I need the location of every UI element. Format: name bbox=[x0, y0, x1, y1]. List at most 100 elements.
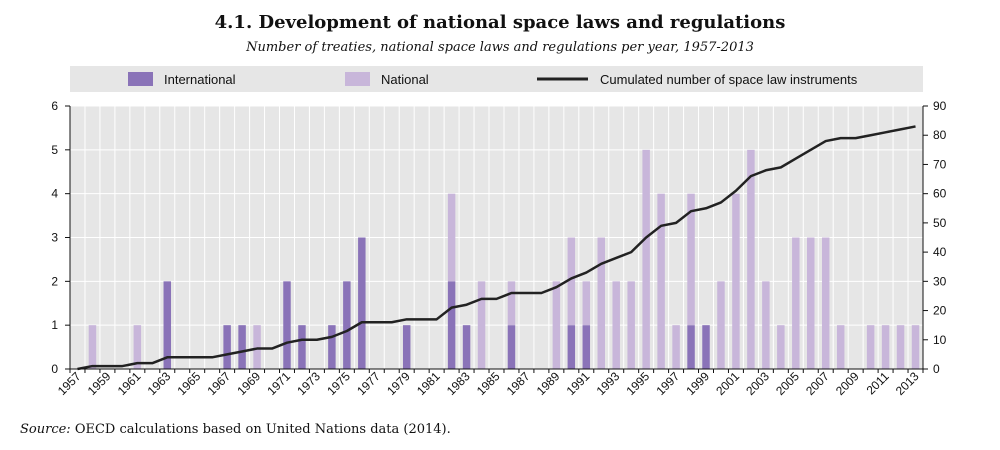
bar-national-1993 bbox=[612, 281, 620, 369]
y-left-tick-label: 3 bbox=[51, 231, 58, 245]
bar-national-2003 bbox=[762, 281, 770, 369]
y-right-tick-label: 10 bbox=[933, 333, 947, 347]
x-tick-label: 1995 bbox=[623, 369, 652, 398]
bar-national-2004 bbox=[777, 325, 785, 369]
x-tick-label: 1997 bbox=[653, 369, 682, 398]
y-right-tick-label: 80 bbox=[933, 128, 947, 142]
bar-national-1997 bbox=[672, 325, 680, 369]
bar-international-1972 bbox=[298, 325, 306, 369]
gridlines bbox=[69, 105, 924, 369]
legend-label-cumulative: Cumulated number of space law instrument… bbox=[600, 72, 858, 87]
bar-national-1969 bbox=[253, 325, 261, 369]
y-left-tick-label: 4 bbox=[51, 187, 58, 201]
x-tick-label: 2003 bbox=[743, 369, 772, 398]
x-tick-label: 1969 bbox=[234, 369, 263, 398]
bar-international-1975 bbox=[343, 281, 351, 369]
x-tick-label: 1961 bbox=[115, 369, 144, 398]
cumulative-line-group bbox=[77, 125, 916, 371]
y-right-tick-label: 20 bbox=[933, 304, 947, 318]
x-tick-label: 1993 bbox=[594, 369, 623, 398]
bar-national-1994 bbox=[627, 281, 635, 369]
x-tick-label: 1975 bbox=[324, 369, 353, 398]
bar-national-2000 bbox=[717, 281, 725, 369]
x-tick-label: 1979 bbox=[384, 369, 413, 398]
bar-national-1995 bbox=[642, 149, 650, 369]
x-tick-label: 2001 bbox=[713, 369, 742, 398]
y-left-tick-label: 0 bbox=[51, 362, 58, 376]
x-tick-label: 1977 bbox=[354, 369, 383, 398]
x-tick-label: 2013 bbox=[893, 369, 922, 398]
chart-title: 4.1. Development of national space laws … bbox=[214, 12, 786, 33]
x-tick-label: 1991 bbox=[564, 369, 593, 398]
bar-national-1996 bbox=[657, 193, 665, 369]
x-tick-label: 1967 bbox=[204, 369, 233, 398]
bar-national-1992 bbox=[597, 237, 605, 369]
bar-international-1979 bbox=[402, 325, 411, 369]
y-right-tick-label: 40 bbox=[933, 245, 947, 259]
y-left-tick-label: 6 bbox=[51, 99, 58, 113]
bar-national-1990 bbox=[567, 237, 576, 326]
x-tick-label: 1999 bbox=[683, 369, 712, 398]
bar-national-1986 bbox=[507, 281, 516, 326]
x-tick-label: 1963 bbox=[145, 369, 174, 398]
bar-national-1982 bbox=[447, 193, 456, 282]
bar-international-1983 bbox=[462, 325, 471, 369]
x-tick-label: 1985 bbox=[474, 369, 503, 398]
bar-national-2013 bbox=[911, 325, 920, 369]
bar-national-2007 bbox=[821, 237, 830, 369]
y-right-tick-label: 70 bbox=[933, 157, 947, 171]
bar-national-2012 bbox=[896, 325, 905, 369]
legend-swatch-national bbox=[345, 72, 370, 86]
x-tick-label: 2005 bbox=[773, 369, 802, 398]
y-right-tick-label: 30 bbox=[933, 274, 947, 288]
bar-national-2001 bbox=[732, 193, 740, 369]
y-left-tick-label: 5 bbox=[51, 143, 58, 157]
bar-international-1999 bbox=[702, 325, 710, 369]
bar-international-1974 bbox=[328, 325, 336, 369]
bar-national-2005 bbox=[792, 237, 800, 369]
x-tick-label: 1973 bbox=[294, 369, 323, 398]
x-tick-label: 1971 bbox=[264, 369, 293, 398]
bar-international-1971 bbox=[283, 281, 291, 369]
bar-international-1991 bbox=[582, 325, 591, 369]
x-tick-label: 1983 bbox=[444, 369, 473, 398]
bar-national-2010 bbox=[866, 325, 875, 369]
bar-international-1968 bbox=[238, 325, 246, 369]
bar-national-2011 bbox=[881, 325, 890, 369]
bar-international-1986 bbox=[507, 325, 516, 369]
chart-subtitle: Number of treaties, national space laws … bbox=[246, 40, 754, 55]
x-tick-label: 2007 bbox=[803, 369, 832, 398]
bar-national-1998 bbox=[687, 193, 695, 326]
bar-national-2008 bbox=[836, 325, 845, 369]
bar-international-1982 bbox=[447, 281, 456, 369]
y-right-tick-label: 60 bbox=[933, 187, 947, 201]
bar-national-1991 bbox=[582, 281, 591, 326]
bar-national-1958 bbox=[88, 325, 97, 369]
legend: International National Cumulated number of… bbox=[128, 72, 858, 87]
y-right-tick-label: 90 bbox=[933, 99, 947, 113]
bar-international-1998 bbox=[687, 325, 695, 369]
legend-background bbox=[70, 66, 923, 92]
source-note: Source: OECD calculations based on Unite… bbox=[20, 422, 451, 437]
x-tick-label: 1981 bbox=[414, 369, 443, 398]
y-left-tick-label: 2 bbox=[51, 274, 58, 288]
source-text: OECD calculations based on United Nation… bbox=[74, 422, 451, 437]
source-label: Source: bbox=[20, 422, 71, 437]
bar-national-2002 bbox=[747, 149, 755, 369]
bar-international-1990 bbox=[567, 325, 576, 369]
cumulative-line bbox=[77, 125, 916, 371]
x-tick-label: 1989 bbox=[534, 369, 563, 398]
x-tick-label: 1987 bbox=[504, 369, 533, 398]
x-tick-label: 1965 bbox=[175, 369, 204, 398]
y-right-tick-label: 0 bbox=[933, 362, 940, 376]
x-tick-label: 2011 bbox=[864, 369, 892, 397]
bar-national-2006 bbox=[807, 237, 815, 369]
bar-national-1984 bbox=[477, 281, 486, 369]
y-right-tick-label: 50 bbox=[933, 216, 947, 230]
bars-group bbox=[88, 149, 920, 369]
bar-national-1989 bbox=[552, 281, 561, 369]
bar-international-1967 bbox=[223, 325, 231, 369]
bar-national-1961 bbox=[133, 325, 142, 369]
bar-international-1963 bbox=[163, 281, 172, 369]
